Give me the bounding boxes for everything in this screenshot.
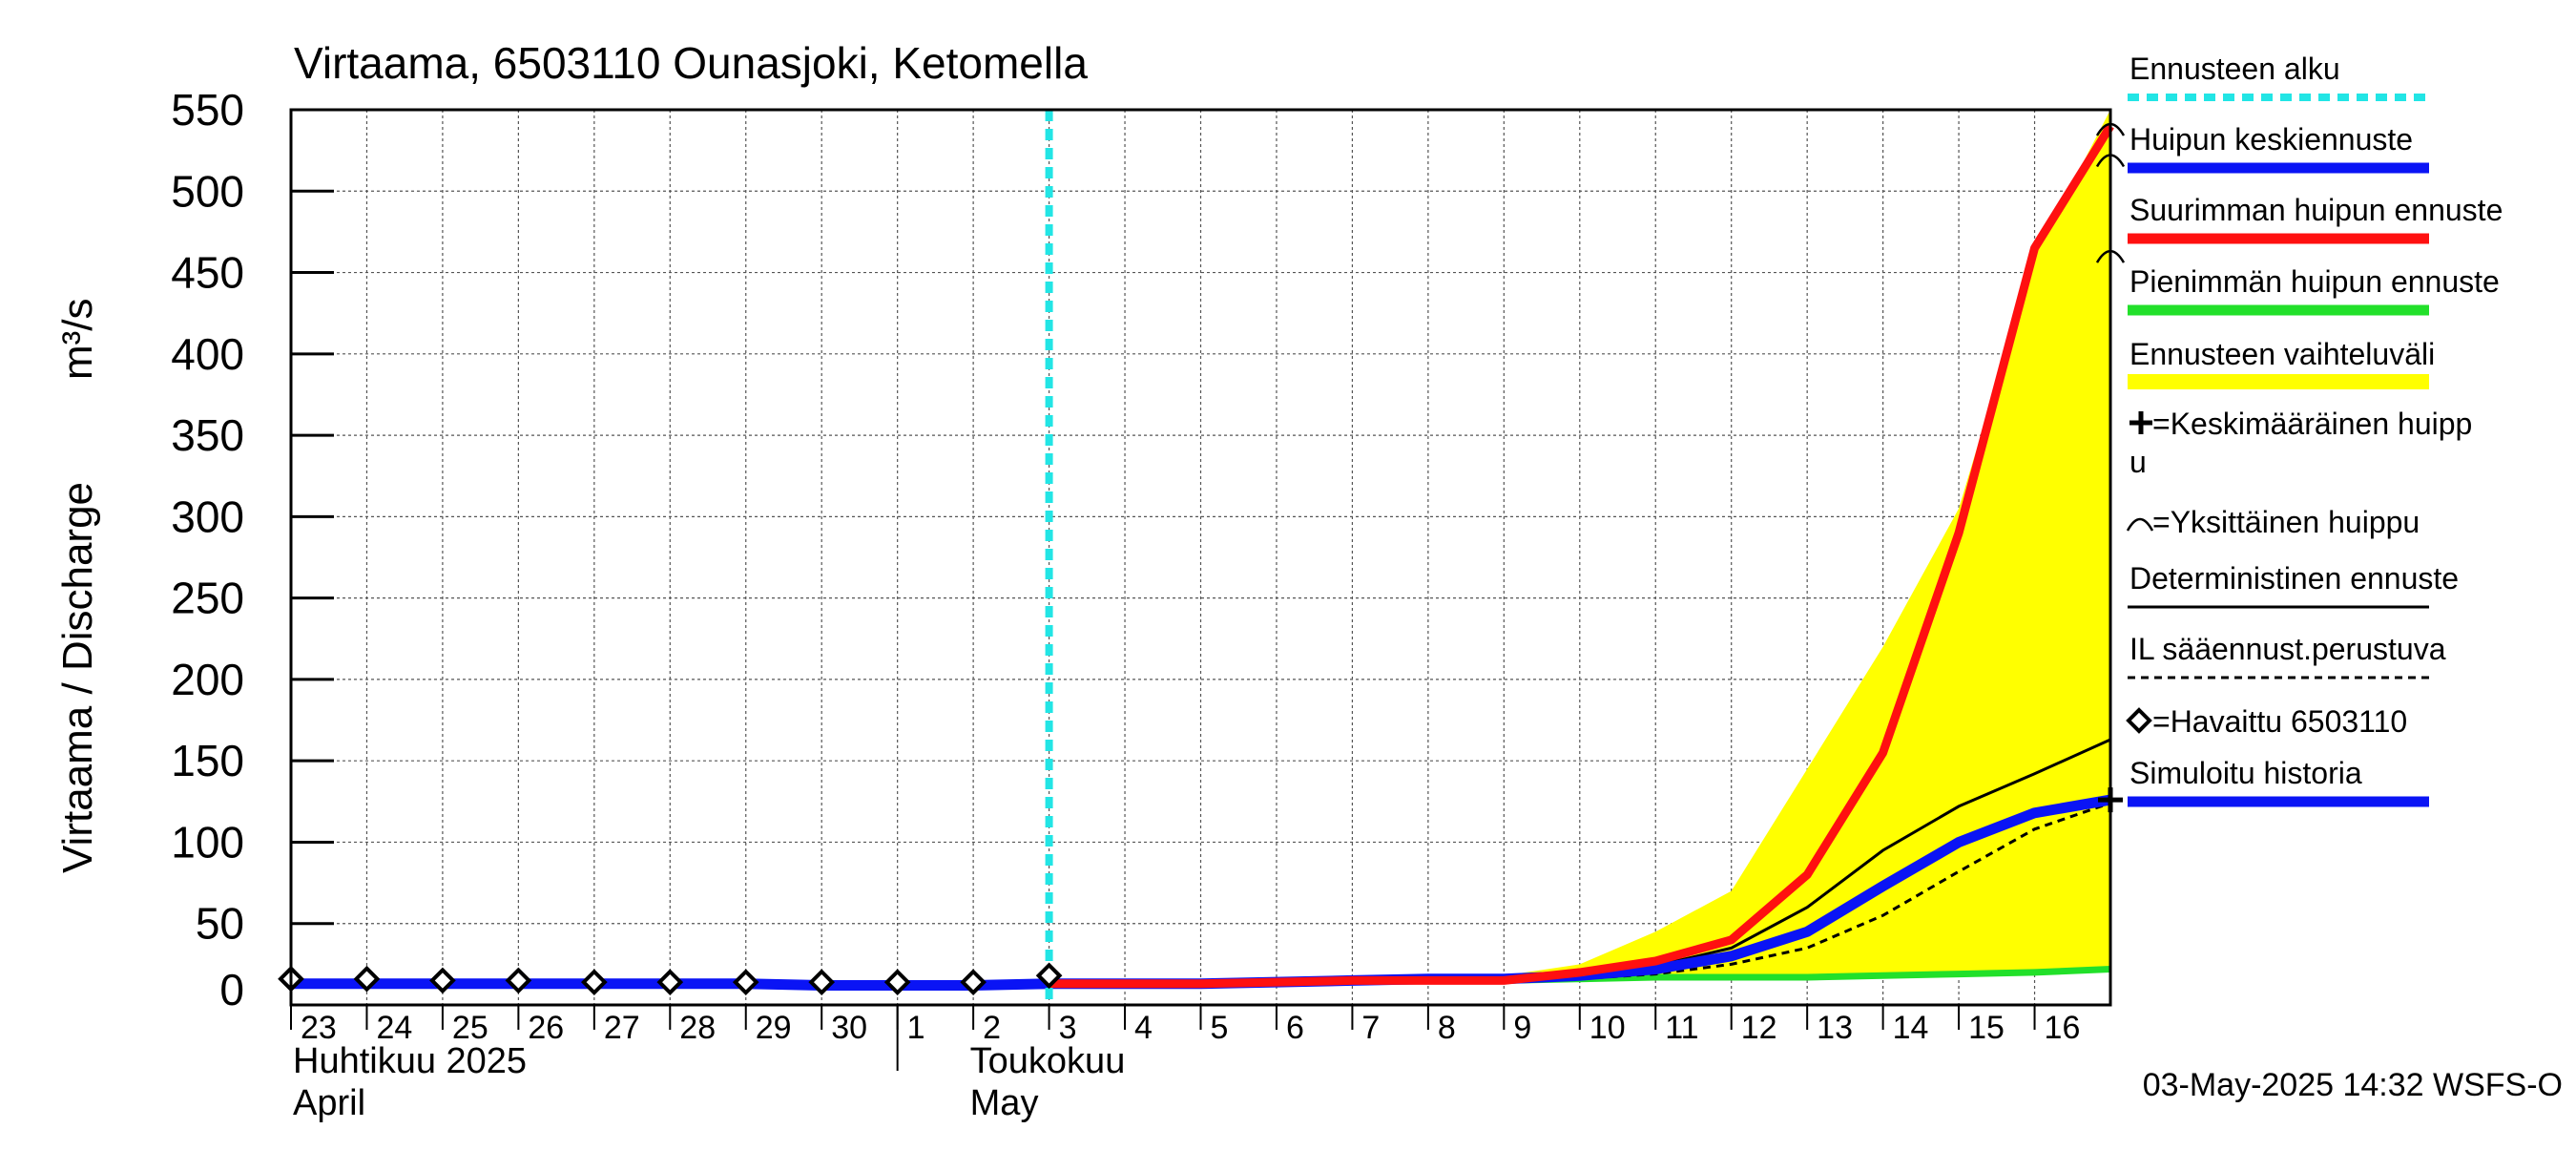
x-tick-label: 6 bbox=[1286, 1010, 1304, 1046]
y-tick-label: 250 bbox=[171, 574, 244, 623]
x-tick-label: 10 bbox=[1589, 1010, 1626, 1046]
legend-item-max-peak-label: Suurimman huipun ennuste bbox=[2129, 193, 2503, 227]
legend-item-il-label: IL sääennust.perustuva bbox=[2129, 632, 2446, 666]
legend-item-deterministic-label: Deterministinen ennuste bbox=[2129, 561, 2459, 596]
x-tick-label: 3 bbox=[1059, 1010, 1077, 1046]
legend-item-min-peak-label: Pienimmän huipun ennuste bbox=[2129, 264, 2500, 299]
observed-point bbox=[656, 969, 684, 995]
observed-point bbox=[1035, 962, 1063, 990]
legend-item-simulated-label: Simuloitu historia bbox=[2129, 756, 2362, 790]
max-peak-line bbox=[1049, 123, 2114, 989]
x-tick-label: 30 bbox=[831, 1010, 867, 1046]
y-tick-label: 300 bbox=[171, 491, 244, 541]
legend-item-mean-marker-symbol bbox=[2129, 411, 2152, 434]
plot-area bbox=[278, 109, 2126, 1005]
x-tick-label: 27 bbox=[604, 1010, 640, 1046]
legend-item-forecast-start-label: Ennusteen alku bbox=[2129, 52, 2340, 86]
x-tick-label: 29 bbox=[756, 1010, 792, 1046]
x-tick-label: 1 bbox=[907, 1010, 925, 1046]
month-label-fi: Huhtikuu 2025 bbox=[293, 1041, 527, 1081]
x-tick-label: 5 bbox=[1211, 1010, 1229, 1046]
y-tick-label: 200 bbox=[171, 655, 244, 704]
y-tick-label: 400 bbox=[171, 329, 244, 379]
month-label-fi: Toukokuu bbox=[970, 1041, 1126, 1081]
legend-item-single-peak-label: =Yksittäinen huippu bbox=[2152, 505, 2420, 539]
legend-item-mean-marker-label: =Keskimääräinen huipp bbox=[2152, 407, 2472, 441]
month-label-en: April bbox=[293, 1083, 365, 1123]
observed-point bbox=[429, 967, 456, 994]
range-band bbox=[1049, 110, 2110, 986]
x-tick-label: 26 bbox=[528, 1010, 564, 1046]
observed-point bbox=[505, 967, 532, 994]
x-tick-label: 9 bbox=[1513, 1010, 1531, 1046]
x-tick-label: 16 bbox=[2045, 1010, 2081, 1046]
observed-point bbox=[960, 969, 987, 995]
x-tick-label: 24 bbox=[376, 1010, 412, 1046]
y-tick-label: 350 bbox=[171, 410, 244, 460]
y-tick-label: 450 bbox=[171, 248, 244, 298]
legend-item-mean-marker-label-cont: u bbox=[2129, 445, 2147, 479]
legend-item-single-peak-symbol bbox=[2126, 517, 2154, 532]
x-tick-label: 13 bbox=[1817, 1010, 1853, 1046]
y-tick-label: 550 bbox=[171, 85, 244, 135]
x-tick-label: 4 bbox=[1134, 1010, 1153, 1046]
x-tick-label: 7 bbox=[1361, 1010, 1380, 1046]
x-tick-label: 25 bbox=[452, 1010, 488, 1046]
observed-point bbox=[732, 969, 759, 995]
y-tick-label: 150 bbox=[171, 736, 244, 785]
observed-point bbox=[353, 965, 381, 993]
y-axis-unit: m³/s bbox=[54, 298, 101, 380]
legend-item-observed-label: =Havaittu 6503110 bbox=[2152, 704, 2407, 739]
y-tick-label: 500 bbox=[171, 166, 244, 216]
x-tick-label: 8 bbox=[1438, 1010, 1456, 1046]
y-tick-label: 50 bbox=[196, 899, 244, 949]
x-tick-label: 15 bbox=[1968, 1010, 2005, 1046]
observed-point bbox=[883, 969, 911, 995]
x-tick-label: 2 bbox=[983, 1010, 1001, 1046]
legend-item-range-label: Ennusteen vaihteluväli bbox=[2129, 337, 2435, 371]
month-label-en: May bbox=[970, 1083, 1039, 1123]
chart-title: Virtaama, 6503110 Ounasjoki, Ketomella bbox=[294, 38, 1088, 88]
legend-item-observed-symbol bbox=[2126, 707, 2152, 734]
x-tick-label: 12 bbox=[1741, 1010, 1777, 1046]
timestamp: 03-May-2025 14:32 WSFS-O bbox=[2143, 1067, 2563, 1103]
x-tick-label: 14 bbox=[1893, 1010, 1929, 1046]
y-tick-label: 100 bbox=[171, 817, 244, 867]
x-tick-label: 11 bbox=[1665, 1010, 1698, 1046]
y-axis-label: Virtaama / Discharge bbox=[54, 482, 101, 873]
y-tick-label: 0 bbox=[219, 965, 244, 1014]
legend-item-mean-peak-label: Huipun keskiennuste bbox=[2129, 122, 2413, 157]
x-tick-label: 28 bbox=[679, 1010, 716, 1046]
x-tick-label: 23 bbox=[301, 1010, 337, 1046]
legend: Ennusteen alku Huipun keskiennuste Suurimm… bbox=[2126, 52, 2503, 807]
observed-point bbox=[808, 969, 836, 995]
observed-point bbox=[581, 969, 608, 995]
